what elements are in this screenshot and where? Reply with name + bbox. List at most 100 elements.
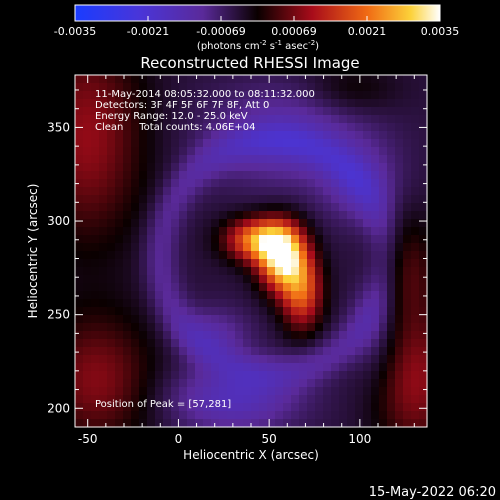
heatmap-cell: [299, 123, 308, 132]
heatmap-cell: [363, 219, 372, 228]
heatmap-cell: [155, 91, 164, 100]
heatmap-cell: [211, 163, 220, 172]
heatmap-cell: [363, 387, 372, 396]
heatmap-cell: [259, 211, 268, 220]
heatmap-cell: [419, 195, 428, 204]
heatmap-cell: [187, 339, 196, 348]
heatmap-cell: [363, 299, 372, 308]
heatmap-cell: [339, 131, 348, 140]
heatmap-cell: [179, 91, 188, 100]
heatmap-cell: [419, 227, 428, 236]
colorbar: [74, 4, 441, 22]
heatmap-cell: [131, 219, 140, 228]
heatmap-cell: [91, 203, 100, 212]
heatmap-cell: [283, 243, 292, 252]
chart-title: Reconstructed RHESSI Image: [140, 54, 359, 72]
heatmap-cell: [139, 195, 148, 204]
heatmap-cell: [131, 163, 140, 172]
heatmap-cell: [171, 323, 180, 332]
heatmap-cell: [203, 419, 212, 428]
heatmap-cell: [219, 235, 228, 244]
heatmap-cell: [243, 323, 252, 332]
heatmap-cell: [83, 347, 92, 356]
heatmap-cell: [83, 315, 92, 324]
heatmap-cell: [283, 123, 292, 132]
heatmap-cell: [123, 179, 132, 188]
heatmap-cell: [355, 139, 364, 148]
heatmap-cell: [83, 179, 92, 188]
heatmap-cell: [299, 347, 308, 356]
heatmap-cell: [371, 387, 380, 396]
heatmap-cell: [379, 355, 388, 364]
heatmap-cell: [179, 347, 188, 356]
heatmap-cell: [275, 195, 284, 204]
heatmap-cell: [243, 75, 252, 84]
heatmap-cell: [115, 347, 124, 356]
heatmap-cell: [123, 219, 132, 228]
heatmap-cell: [147, 395, 156, 404]
heatmap-cell: [283, 403, 292, 412]
heatmap-cell: [139, 131, 148, 140]
heatmap-cell: [347, 107, 356, 116]
heatmap-cell: [283, 323, 292, 332]
heatmap-cell: [339, 411, 348, 420]
heatmap-cell: [179, 259, 188, 268]
heatmap-cell: [395, 83, 404, 92]
heatmap-cell: [347, 211, 356, 220]
heatmap-cell: [355, 211, 364, 220]
heatmap-cell: [227, 139, 236, 148]
heatmap-cell: [131, 243, 140, 252]
heatmap-cell: [227, 307, 236, 316]
heatmap-cell: [219, 291, 228, 300]
heatmap-cell: [347, 419, 356, 428]
heatmap-cell: [371, 411, 380, 420]
heatmap-cell: [99, 395, 108, 404]
heatmap-cell: [75, 187, 84, 196]
heatmap-cell: [267, 163, 276, 172]
heatmap-cell: [299, 163, 308, 172]
heatmap-cell: [379, 259, 388, 268]
heatmap-cell: [395, 195, 404, 204]
heatmap-cell: [227, 371, 236, 380]
heatmap-cell: [211, 299, 220, 308]
heatmap-cell: [219, 83, 228, 92]
heatmap-cell: [227, 411, 236, 420]
heatmap-cell: [331, 347, 340, 356]
heatmap-cell: [171, 147, 180, 156]
heatmap-cell: [155, 307, 164, 316]
heatmap-cell: [99, 355, 108, 364]
heatmap-cell: [283, 179, 292, 188]
heatmap-cell: [395, 395, 404, 404]
heatmap-cell: [315, 115, 324, 124]
heatmap-cell: [107, 331, 116, 340]
heatmap-cell: [211, 147, 220, 156]
heatmap-cell: [371, 187, 380, 196]
heatmap-cell: [307, 139, 316, 148]
heatmap-cell: [283, 99, 292, 108]
heatmap-cell: [371, 107, 380, 116]
heatmap-cell: [275, 235, 284, 244]
heatmap-cell: [331, 75, 340, 84]
heatmap-cell: [147, 355, 156, 364]
heatmap-cell: [259, 163, 268, 172]
heatmap-cell: [331, 419, 340, 428]
heatmap-cell: [371, 307, 380, 316]
heatmap-cell: [251, 243, 260, 252]
heatmap-cell: [323, 371, 332, 380]
heatmap-cell: [363, 403, 372, 412]
heatmap-cell: [219, 243, 228, 252]
heatmap-cell: [123, 275, 132, 284]
heatmap-cell: [251, 131, 260, 140]
heatmap-cell: [387, 307, 396, 316]
heatmap-cell: [267, 171, 276, 180]
heatmap-cell: [91, 211, 100, 220]
heatmap-cell: [179, 251, 188, 260]
heatmap-cell: [163, 163, 172, 172]
heatmap-cell: [123, 195, 132, 204]
heatmap-cell: [243, 99, 252, 108]
heatmap-cell: [187, 123, 196, 132]
heatmap-cell: [75, 307, 84, 316]
heatmap-cell: [179, 243, 188, 252]
heatmap-cell: [323, 171, 332, 180]
heatmap-cell: [227, 403, 236, 412]
